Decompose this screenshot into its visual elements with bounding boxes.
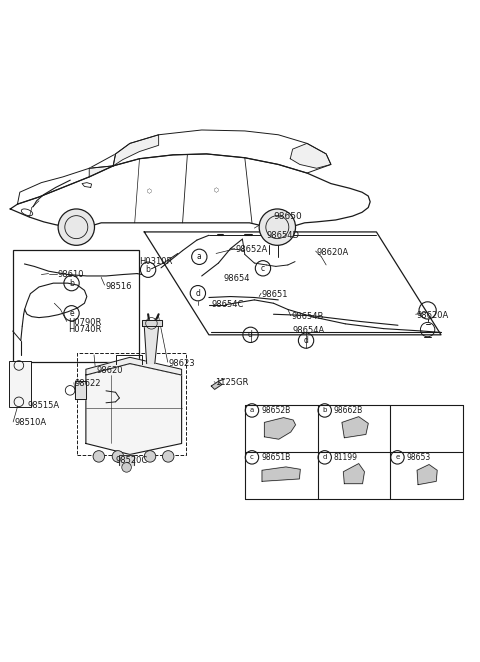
Text: 98516: 98516 bbox=[105, 281, 132, 291]
Text: 81199: 81199 bbox=[334, 453, 358, 462]
Text: 98654C: 98654C bbox=[211, 300, 244, 309]
Polygon shape bbox=[342, 416, 368, 438]
Text: H0310R: H0310R bbox=[140, 257, 173, 266]
Text: 98654D: 98654D bbox=[266, 231, 300, 240]
Text: H0790R: H0790R bbox=[68, 318, 101, 327]
Text: a: a bbox=[250, 407, 254, 414]
Text: d: d bbox=[304, 336, 309, 345]
Text: ⬡: ⬡ bbox=[147, 190, 151, 195]
Text: b: b bbox=[323, 407, 327, 414]
Text: 98610: 98610 bbox=[57, 270, 84, 279]
Bar bbox=[12, 250, 140, 362]
Text: e: e bbox=[396, 454, 399, 460]
Text: d: d bbox=[195, 289, 200, 298]
Circle shape bbox=[259, 209, 296, 246]
Circle shape bbox=[93, 451, 105, 462]
Text: 98623: 98623 bbox=[168, 359, 195, 368]
Text: ⬡: ⬡ bbox=[214, 188, 218, 193]
Text: d: d bbox=[248, 330, 253, 340]
Polygon shape bbox=[417, 465, 437, 485]
Polygon shape bbox=[343, 463, 364, 484]
Text: e: e bbox=[69, 308, 74, 318]
Text: 98653: 98653 bbox=[407, 453, 431, 462]
Text: 98620A: 98620A bbox=[416, 310, 448, 320]
Text: 98520C: 98520C bbox=[116, 455, 148, 465]
Bar bbox=[77, 353, 186, 455]
Text: 98510A: 98510A bbox=[14, 418, 46, 428]
Polygon shape bbox=[75, 381, 86, 399]
Text: b: b bbox=[145, 265, 151, 274]
Text: 98652B: 98652B bbox=[261, 406, 290, 415]
Text: 98652A: 98652A bbox=[235, 245, 267, 254]
Text: 98515A: 98515A bbox=[27, 401, 59, 410]
Polygon shape bbox=[264, 418, 296, 439]
Text: 98654: 98654 bbox=[223, 274, 250, 283]
Polygon shape bbox=[262, 467, 300, 481]
Polygon shape bbox=[86, 357, 181, 375]
Text: c: c bbox=[261, 263, 265, 273]
Text: a: a bbox=[197, 252, 202, 261]
Text: 1125GR: 1125GR bbox=[215, 378, 249, 387]
Circle shape bbox=[58, 209, 95, 246]
Text: 98620: 98620 bbox=[96, 365, 123, 375]
Polygon shape bbox=[290, 144, 331, 168]
Text: 98620A: 98620A bbox=[317, 248, 349, 257]
Text: H0740R: H0740R bbox=[68, 324, 101, 334]
Text: 98651: 98651 bbox=[262, 290, 288, 299]
Bar bbox=[9, 361, 31, 406]
Text: 98651B: 98651B bbox=[261, 453, 290, 462]
Polygon shape bbox=[89, 135, 158, 177]
Circle shape bbox=[122, 463, 132, 472]
Text: c: c bbox=[250, 454, 254, 460]
Text: 98654A: 98654A bbox=[293, 326, 325, 334]
Polygon shape bbox=[211, 381, 222, 389]
Circle shape bbox=[144, 451, 156, 462]
Text: 98654B: 98654B bbox=[292, 312, 324, 321]
Polygon shape bbox=[120, 455, 134, 465]
Circle shape bbox=[162, 451, 174, 462]
Polygon shape bbox=[86, 363, 181, 455]
Polygon shape bbox=[142, 320, 162, 326]
Text: 98622: 98622 bbox=[75, 379, 101, 388]
Circle shape bbox=[112, 451, 124, 462]
Text: 98662B: 98662B bbox=[334, 406, 363, 415]
Text: b: b bbox=[69, 279, 74, 287]
Text: 98650: 98650 bbox=[274, 212, 302, 220]
Polygon shape bbox=[144, 324, 158, 363]
Text: d: d bbox=[323, 454, 327, 460]
